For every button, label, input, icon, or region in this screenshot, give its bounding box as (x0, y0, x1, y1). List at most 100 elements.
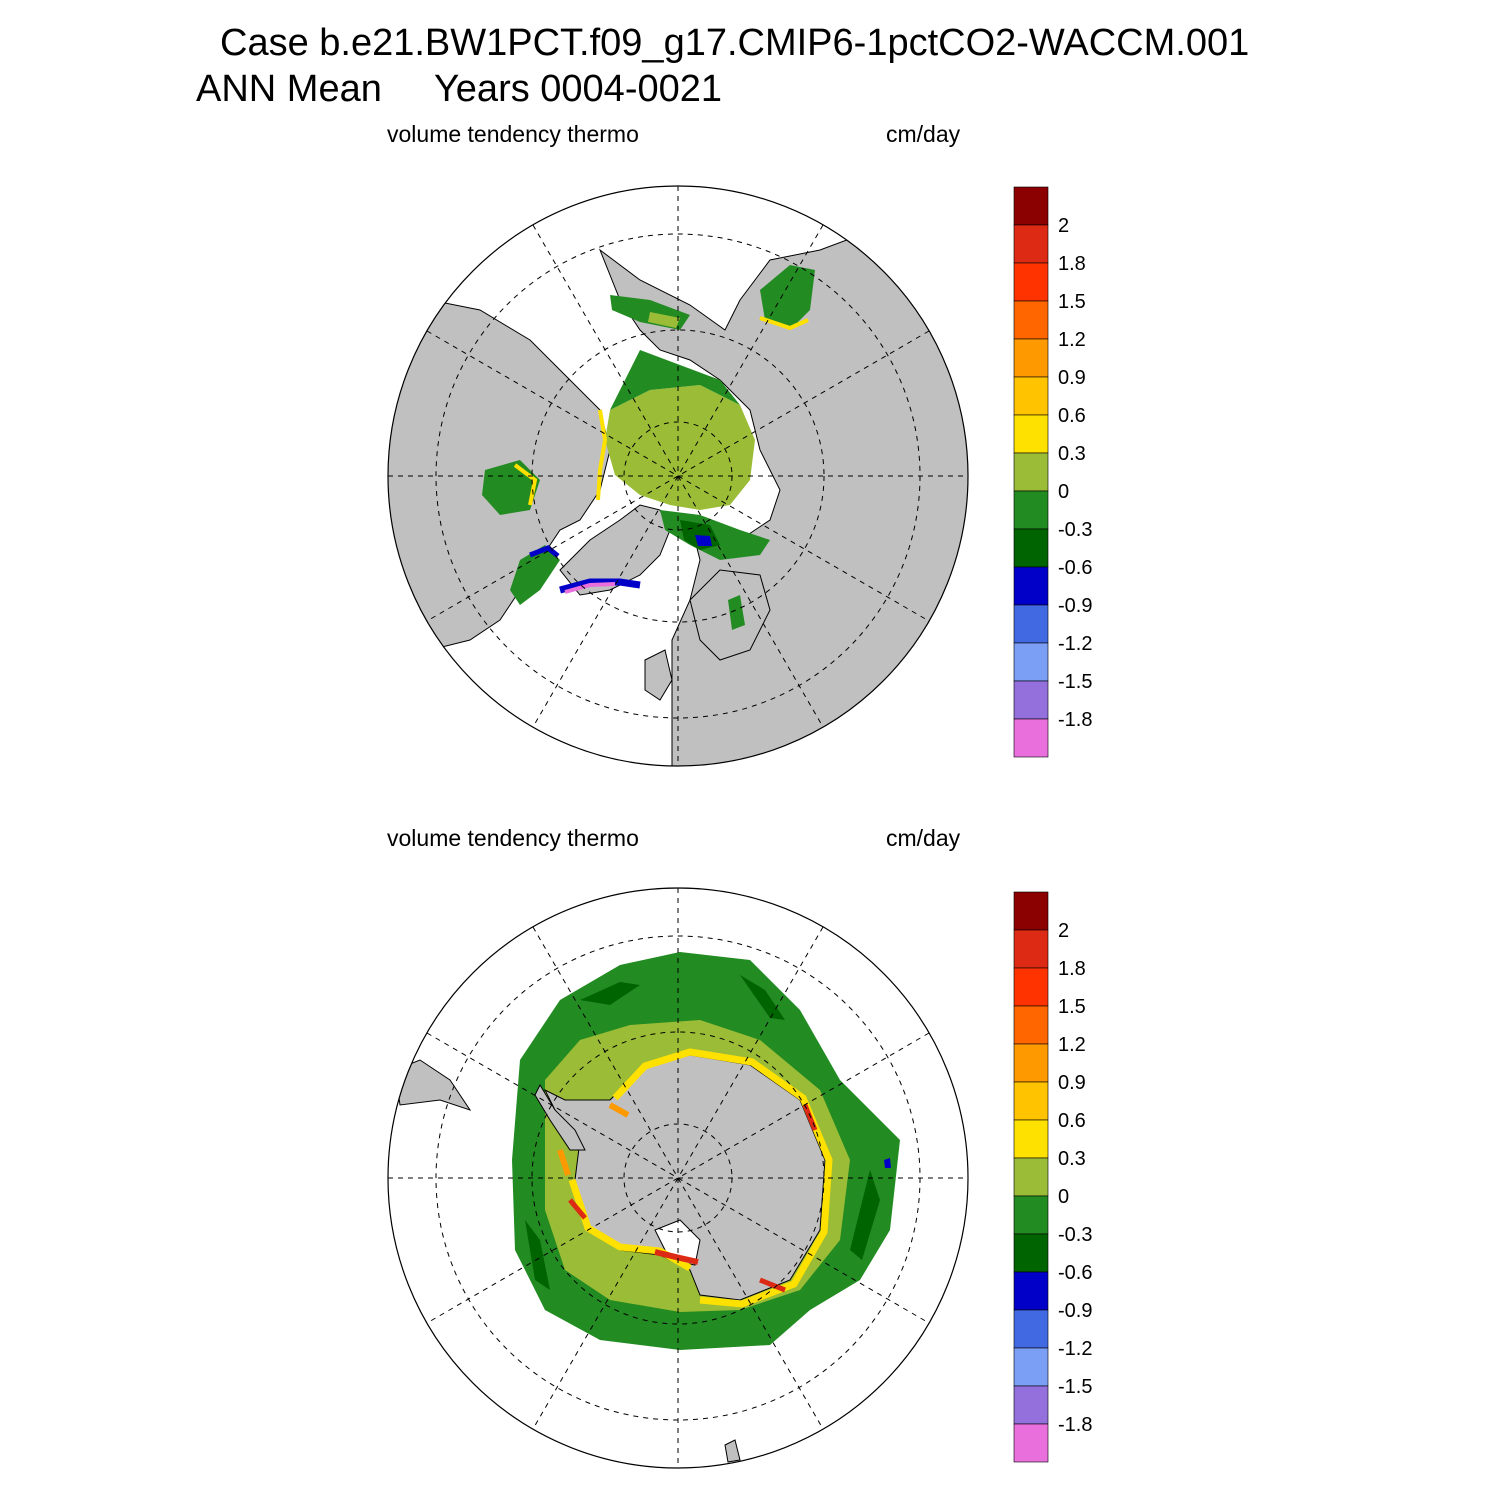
north-colorbar-box (1013, 376, 1049, 416)
north-colorbar-box (1013, 452, 1049, 492)
antarctic-melt-orange-dml (608, 1102, 630, 1118)
north-colorbar-box (1013, 604, 1049, 644)
southern-ocean-dark-streak-w (525, 1220, 550, 1290)
antarctic-melt-orange-weddell (557, 1149, 571, 1176)
south-colorbar-box (1013, 1157, 1049, 1197)
antarctic-graticule (388, 888, 968, 1468)
south-colorbar-box (1013, 1119, 1049, 1159)
south-colorbar-tick-label: 1.2 (1058, 1034, 1086, 1056)
south-colorbar-box (1013, 1081, 1049, 1121)
north-colorbar-tick-label: 0.3 (1058, 443, 1086, 465)
barents-blue-patch (695, 535, 712, 546)
south-colorbar-box (1013, 1005, 1049, 1045)
north-colorbar-box (1013, 566, 1049, 606)
north-colorbar-box (1013, 680, 1049, 720)
north-colorbar-tick-label: -0.3 (1058, 519, 1092, 541)
south-colorbar-tick-label: -0.6 (1058, 1262, 1092, 1284)
north-colorbar-tick-label: 1.8 (1058, 253, 1086, 275)
north-colorbar-box (1013, 528, 1049, 568)
antarctic-melt-red-ross (654, 1249, 699, 1265)
southern-ocean-dark-streak-nw (580, 982, 640, 1005)
north-colorbar-tick-label: -1.2 (1058, 633, 1092, 655)
north-colorbar-box (1013, 300, 1049, 340)
south-panel-variable-label: volume tendency thermo (387, 825, 639, 851)
south-colorbar-box (1013, 1347, 1049, 1387)
south-colorbar-box (1013, 1233, 1049, 1273)
south-colorbar-tick-label: -1.8 (1058, 1414, 1092, 1436)
north-panel-units-label: cm/day (886, 121, 961, 147)
antarctic-melt-red-east (802, 1104, 818, 1131)
okhotsk-sea-ice (760, 265, 815, 330)
antarctic-map-border (387, 887, 969, 1469)
south-colorbar-tick-label: -1.5 (1058, 1376, 1092, 1398)
south-colorbar-box (1013, 1271, 1049, 1311)
north-colorbar-tick-label: 1.2 (1058, 329, 1086, 351)
labrador-sea-blue-band (529, 545, 560, 558)
north-colorbar-tick-label: 0.9 (1058, 367, 1086, 389)
south-colorbar-box (1013, 1385, 1049, 1425)
north-colorbar-box (1013, 718, 1049, 758)
south-panel-units-label: cm/day (886, 825, 961, 851)
antarctic-peninsula-land (534, 1083, 586, 1151)
north-colorbar-tick-label: 1.5 (1058, 291, 1086, 313)
south-colorbar: 2 1.8 1.5 1.2 0.9 0.6 0.3 0 -0.3 -0.6 -0.9 -1.2 -1.5… (1013, 891, 1092, 1463)
south-america-land (394, 1059, 472, 1111)
north-colorbar-tick-label: 0.6 (1058, 405, 1086, 427)
south-colorbar-box (1013, 967, 1049, 1007)
north-colorbar-box (1013, 414, 1049, 454)
bering-sea-edge (648, 312, 680, 328)
southern-ocean-dark-streak-ne (740, 975, 785, 1020)
south-colorbar-tick-label: 0 (1058, 1186, 1069, 1208)
south-colorbar-tick-label: 1.8 (1058, 958, 1086, 980)
north-colorbar-tick-label: 0 (1058, 481, 1069, 503)
antarctic-map (387, 887, 969, 1469)
greenland-melt-band-violet (564, 582, 616, 594)
south-colorbar-tick-label: 0.3 (1058, 1148, 1086, 1170)
north-panel-variable-label: volume tendency thermo (387, 121, 639, 147)
arctic-map (387, 185, 969, 767)
south-colorbar-tick-label: -0.9 (1058, 1300, 1092, 1322)
south-colorbar-tick-label: 2 (1058, 920, 1069, 942)
south-colorbar-tick-label: 0.9 (1058, 1072, 1086, 1094)
north-colorbar-box (1013, 338, 1049, 378)
north-colorbar-box (1013, 224, 1049, 264)
british-isles-land (644, 649, 673, 701)
archipelago-yellow-edge (596, 409, 608, 501)
hudson-bay-yellow-edge (513, 463, 538, 506)
south-colorbar-tick-label: 1.5 (1058, 996, 1086, 1018)
arctic-green-margin-east (610, 350, 740, 410)
south-colorbar-box (1013, 1043, 1049, 1083)
figure-title-period: ANN Mean Years 0004-0021 (196, 68, 723, 110)
arctic-central-ice-field (605, 385, 755, 510)
figure-title-case: Case b.e21.BW1PCT.f09_g17.CMIP6-1pctCO2-… (220, 22, 1250, 64)
south-colorbar-box (1013, 1309, 1049, 1349)
south-colorbar-box (1013, 929, 1049, 969)
south-colorbar-tick-label: -0.3 (1058, 1224, 1092, 1246)
north-colorbar-box (1013, 490, 1049, 530)
north-colorbar-box (1013, 262, 1049, 302)
south-colorbar-tick-label: -1.2 (1058, 1338, 1092, 1360)
new-zealand-land (724, 1439, 741, 1463)
north-colorbar-tick-label: -0.6 (1058, 557, 1092, 579)
southern-ocean-dark-streak-e (850, 1170, 880, 1260)
arctic-map-border (387, 185, 969, 767)
antarctic-melt-red-wilkes (759, 1277, 786, 1293)
north-colorbar-tick-label: -1.5 (1058, 671, 1092, 693)
eurasia-land (598, 234, 968, 766)
labrador-sea-ice (510, 545, 560, 605)
okhotsk-yellow-edge (759, 316, 809, 331)
north-colorbar: 2 1.8 1.5 1.2 0.9 0.6 0.3 0 -0.3 -0.6 -0.9 -1.2 -1.5… (1013, 186, 1092, 758)
north-colorbar-tick-label: -1.8 (1058, 709, 1092, 731)
kerguelen-island (884, 1158, 891, 1168)
antarctic-melt-red-weddell (568, 1198, 587, 1220)
north-colorbar-tick-label: -0.9 (1058, 595, 1092, 617)
south-colorbar-box (1013, 1423, 1049, 1463)
arctic-graticule (388, 186, 968, 766)
north-colorbar-box (1013, 186, 1049, 226)
south-colorbar-tick-label: 0.6 (1058, 1110, 1086, 1132)
baltic-sea-ice (728, 595, 745, 630)
north-colorbar-tick-label: 2 (1058, 215, 1069, 237)
south-colorbar-box (1013, 1195, 1049, 1235)
south-colorbar-box (1013, 891, 1049, 931)
